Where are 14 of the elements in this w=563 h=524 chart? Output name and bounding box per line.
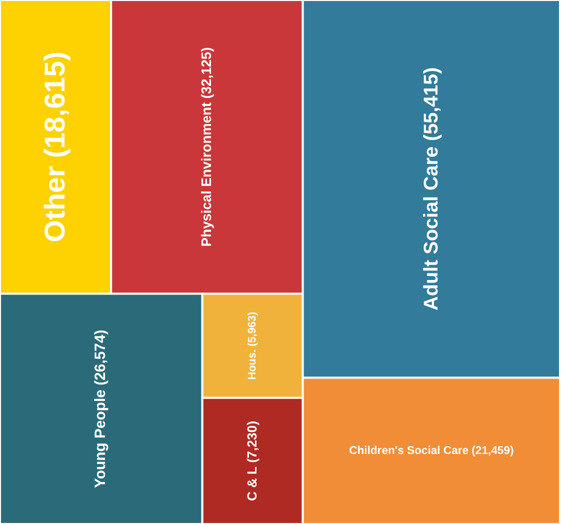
data-label: (55,415)	[420, 67, 442, 142]
category-label: Young People	[92, 390, 110, 488]
data-label: (18,615)	[40, 51, 72, 158]
category-label: Children's Social Care	[349, 444, 469, 457]
data-label: (7,230)	[244, 420, 260, 463]
data-label: (21,459)	[472, 444, 514, 457]
category-label: Hous.	[246, 349, 259, 380]
category-label: Adult Social Care	[420, 146, 442, 310]
category-label: Physical Environment	[198, 102, 214, 247]
category-label: C & L	[244, 466, 260, 501]
data-label: (5,963)	[246, 311, 259, 346]
category-label: Other	[40, 166, 72, 242]
data-label: (32,125)	[198, 47, 214, 99]
data-label: (26,574)	[92, 330, 110, 386]
